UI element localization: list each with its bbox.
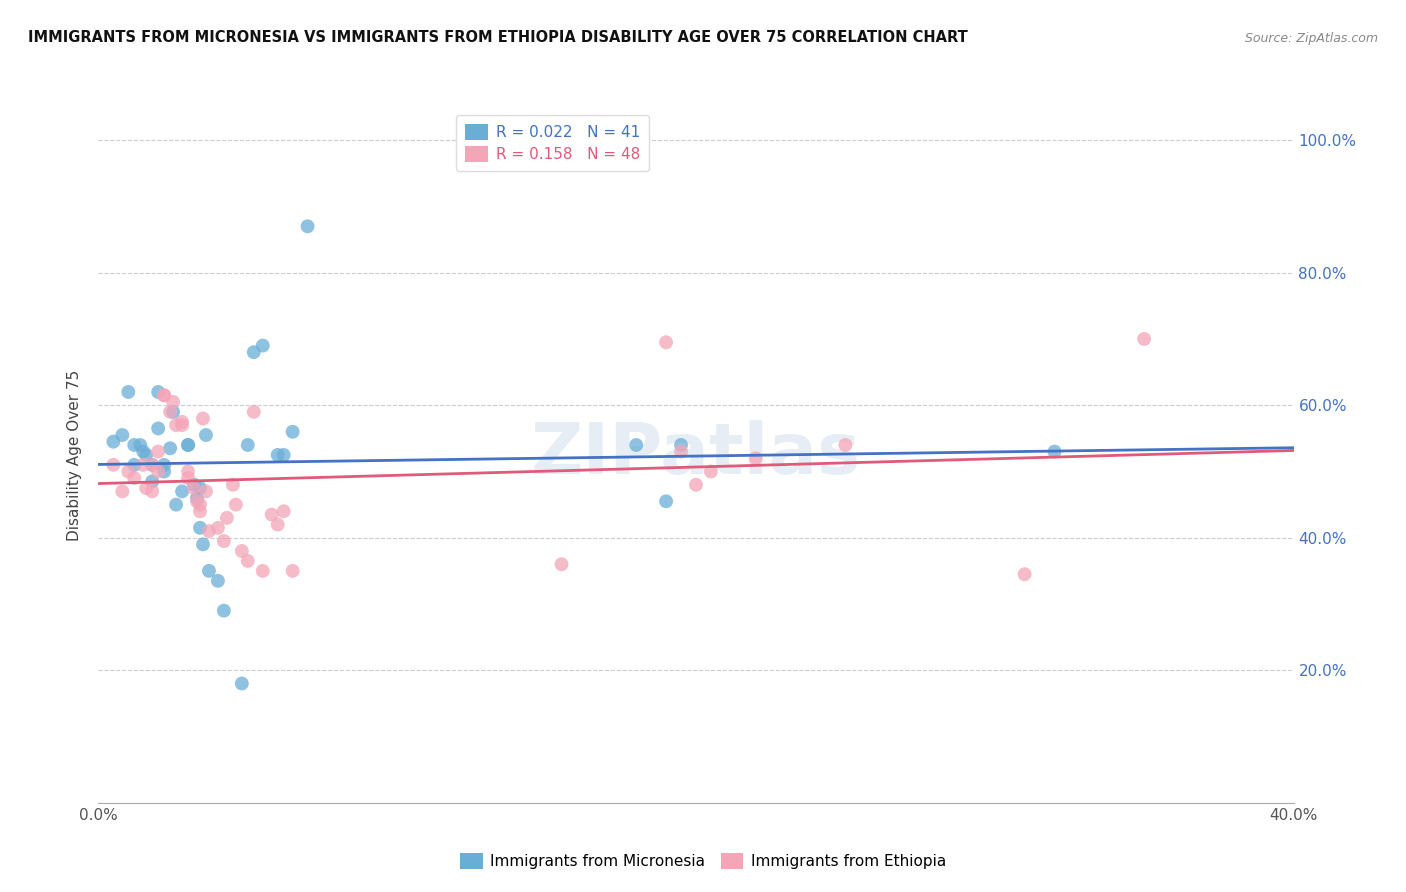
Point	[236, 438, 259, 452]
Point	[1133, 332, 1156, 346]
Point	[188, 481, 211, 495]
Point	[281, 425, 304, 439]
Point	[124, 458, 146, 472]
Point	[195, 428, 218, 442]
Point	[177, 438, 200, 452]
Point	[655, 335, 678, 350]
Point	[162, 405, 184, 419]
Legend: Immigrants from Micronesia, Immigrants from Ethiopia: Immigrants from Micronesia, Immigrants f…	[454, 847, 952, 875]
Point	[267, 517, 290, 532]
Point	[177, 471, 200, 485]
Point	[159, 405, 181, 419]
Point	[669, 438, 692, 452]
Point	[207, 574, 229, 588]
Point	[243, 345, 266, 359]
Text: IMMIGRANTS FROM MICRONESIA VS IMMIGRANTS FROM ETHIOPIA DISABILITY AGE OVER 75 CO: IMMIGRANTS FROM MICRONESIA VS IMMIGRANTS…	[28, 29, 967, 45]
Point	[212, 604, 235, 618]
Point	[132, 444, 155, 458]
Point	[207, 521, 229, 535]
Point	[225, 498, 247, 512]
Point	[198, 564, 221, 578]
Point	[252, 564, 274, 578]
Point	[124, 471, 146, 485]
Point	[243, 405, 266, 419]
Point	[141, 484, 163, 499]
Point	[215, 511, 238, 525]
Point	[685, 477, 707, 491]
Point	[188, 504, 211, 518]
Point	[141, 458, 163, 472]
Point	[273, 448, 295, 462]
Point	[148, 465, 170, 479]
Point	[550, 558, 572, 572]
Point	[141, 475, 163, 489]
Point	[135, 448, 157, 462]
Point	[188, 498, 211, 512]
Point	[103, 458, 125, 472]
Point	[148, 384, 170, 399]
Point	[177, 465, 200, 479]
Point	[669, 444, 692, 458]
Point	[188, 521, 211, 535]
Point	[135, 481, 157, 495]
Point	[655, 494, 678, 508]
Point	[111, 484, 134, 499]
Point	[153, 458, 176, 472]
Point	[700, 465, 723, 479]
Legend: R = 0.022   N = 41, R = 0.158   N = 48: R = 0.022 N = 41, R = 0.158 N = 48	[456, 115, 650, 171]
Point	[111, 428, 134, 442]
Point	[186, 491, 208, 505]
Point	[745, 451, 768, 466]
Text: ZIPatlas: ZIPatlas	[531, 420, 860, 490]
Point	[159, 442, 181, 456]
Point	[267, 448, 290, 462]
Point	[172, 484, 194, 499]
Point	[236, 554, 259, 568]
Point	[1014, 567, 1036, 582]
Point	[132, 458, 155, 472]
Point	[177, 438, 200, 452]
Point	[186, 494, 208, 508]
Point	[231, 676, 253, 690]
Point	[153, 465, 176, 479]
Text: Source: ZipAtlas.com: Source: ZipAtlas.com	[1244, 31, 1378, 45]
Point	[834, 438, 856, 452]
Point	[297, 219, 319, 234]
Point	[148, 444, 170, 458]
Point	[252, 338, 274, 352]
Point	[141, 458, 163, 472]
Point	[195, 484, 218, 499]
Point	[153, 388, 176, 402]
Point	[117, 384, 139, 399]
Point	[148, 421, 170, 435]
Point	[172, 418, 194, 433]
Point	[212, 534, 235, 549]
Point	[162, 395, 184, 409]
Point	[198, 524, 221, 538]
Point	[222, 477, 245, 491]
Point	[191, 411, 214, 425]
Point	[1043, 444, 1066, 458]
Point	[129, 438, 152, 452]
Point	[281, 564, 304, 578]
Point	[117, 465, 139, 479]
Y-axis label: Disability Age Over 75: Disability Age Over 75	[67, 369, 83, 541]
Point	[626, 438, 648, 452]
Point	[183, 477, 205, 491]
Point	[124, 438, 146, 452]
Point	[103, 434, 125, 449]
Point	[191, 537, 214, 551]
Point	[172, 415, 194, 429]
Point	[273, 504, 295, 518]
Point	[260, 508, 283, 522]
Point	[183, 481, 205, 495]
Point	[165, 498, 187, 512]
Point	[231, 544, 253, 558]
Point	[153, 388, 176, 402]
Point	[165, 418, 187, 433]
